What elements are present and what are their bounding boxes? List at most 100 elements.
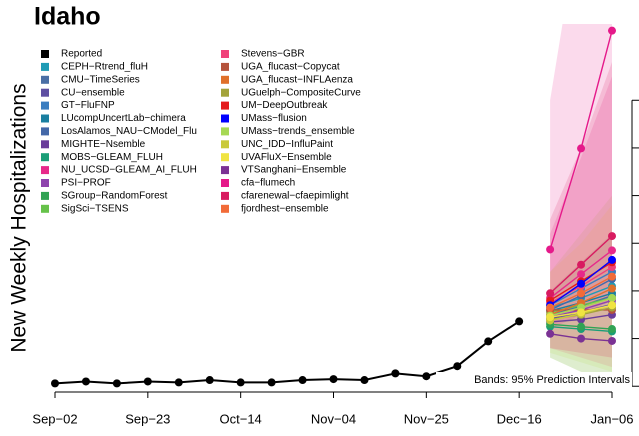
legend-swatch [41, 101, 49, 110]
legend-label: cfarenewal−cfaepimlight [241, 191, 349, 202]
legend-swatch [41, 140, 49, 149]
legend-swatch [221, 153, 229, 162]
legend-label: Stevens−GBR [241, 49, 305, 60]
data-point [236, 378, 245, 387]
data-point [112, 379, 121, 388]
legend-swatch [41, 204, 49, 213]
data-point [608, 336, 616, 345]
data-point [81, 377, 90, 386]
legend-swatch [41, 62, 49, 71]
legend-label: CMU−TimeSeries [61, 74, 140, 85]
data-point [298, 376, 307, 385]
data-point [577, 308, 586, 317]
annotation: Bands: 95% Prediction Intervals [474, 374, 630, 386]
legend-swatch [41, 75, 49, 84]
x-tick-label: Sep−02 [32, 411, 77, 426]
legend-label: UGA_flucast−Copycat [241, 62, 340, 73]
data-point [51, 379, 59, 388]
legend-label: NU_UCSD−GLEAM_AI_FLUH [61, 165, 197, 176]
legend-swatch [221, 75, 229, 84]
data-point [608, 301, 616, 310]
annotation-box [436, 372, 632, 388]
data-point [143, 377, 152, 386]
x-tick-label: Oct−14 [220, 411, 262, 426]
legend-label: UNC_IDD−InfluPaint [241, 139, 333, 150]
legend-swatch [41, 50, 49, 58]
legend-swatch [41, 127, 49, 136]
data-point [422, 372, 431, 381]
data-point [608, 246, 616, 255]
data-point [360, 376, 369, 385]
prediction-band [550, 24, 612, 330]
legend-swatch [41, 153, 49, 162]
legend-label: VTSanghani−Ensemble [241, 165, 347, 176]
data-point [577, 260, 586, 269]
data-point [608, 272, 616, 281]
data-point [205, 376, 214, 385]
legend-swatch [221, 101, 229, 110]
legend-label: MOBS−GLEAM_FLUH [61, 152, 163, 163]
data-point [577, 289, 586, 298]
legend-swatch [221, 191, 229, 200]
axes: Sep−02 Sep−23 Oct−14 Nov−04 Nov−25 Dec−16 Jan−… [32, 99, 639, 426]
legend-swatch [221, 179, 229, 187]
legend-label: PSI−PROF [61, 178, 111, 189]
x-tick-label: Dec−16 [497, 411, 542, 426]
legend-label: GT−FluFNP [61, 100, 115, 111]
legend-label: LosAlamos_NAU−CModel_Flu [61, 126, 197, 137]
data-point [608, 294, 616, 303]
legend-label: UVAFluX−Ensemble [241, 152, 332, 163]
legend-label: SigSci−TSENS [61, 203, 129, 214]
legend-swatch [221, 114, 229, 123]
prediction-band [550, 62, 612, 358]
x-tick-label: Sep−23 [125, 411, 170, 426]
legend-swatch [221, 62, 229, 71]
data-point [608, 255, 616, 264]
legend-swatch [41, 179, 49, 187]
data-point [608, 325, 616, 334]
legend-label: cfa−flumech [241, 178, 295, 189]
data-point [608, 284, 616, 293]
data-point [608, 232, 616, 241]
legend-label: fjordhest−ensemble [241, 203, 329, 214]
x-tick-label: Nov−25 [404, 411, 449, 426]
legend-label: UM−DeepOutbreak [241, 100, 328, 111]
legend-swatch [41, 88, 49, 97]
data-point [546, 313, 555, 322]
chart-title: Idaho [34, 3, 101, 31]
data-point [577, 270, 586, 279]
legend-label: CEPH−Rtrend_fluH [61, 62, 148, 73]
data-point [174, 378, 183, 387]
data-point [546, 303, 555, 312]
legend-swatch [41, 191, 49, 200]
legend-label: UMass−flusion [241, 113, 307, 124]
legend-label: LUcompUncertLab−chimera [61, 113, 186, 124]
data-point [546, 289, 555, 298]
data-point [577, 334, 586, 343]
data-point [577, 144, 586, 153]
legend-swatch [221, 204, 229, 213]
legend-label: UGA_flucast−INFLAenza [241, 74, 353, 85]
data-point [577, 322, 586, 331]
x-tick-label: Jan−06 [590, 411, 633, 426]
series-line [54, 320, 520, 385]
legend-swatch [221, 166, 229, 175]
data-point [391, 369, 400, 378]
data-point [546, 245, 555, 254]
data-point [577, 279, 586, 288]
legend-swatch [221, 140, 229, 149]
lines [51, 26, 616, 388]
legend-label: UGuelph−CompositeCurve [241, 87, 361, 98]
legend-label: CU−ensemble [61, 87, 125, 98]
legend-swatch [41, 114, 49, 123]
legend-label: Reported [61, 49, 102, 60]
legend-label: MIGHTE−Nsemble [61, 139, 146, 150]
y-axis-label: New Weekly Hospitalizations [8, 83, 31, 352]
data-point [267, 378, 276, 387]
data-point [515, 317, 524, 326]
legend-swatch [41, 166, 49, 175]
legend-swatch [221, 88, 229, 97]
data-point [453, 362, 462, 371]
